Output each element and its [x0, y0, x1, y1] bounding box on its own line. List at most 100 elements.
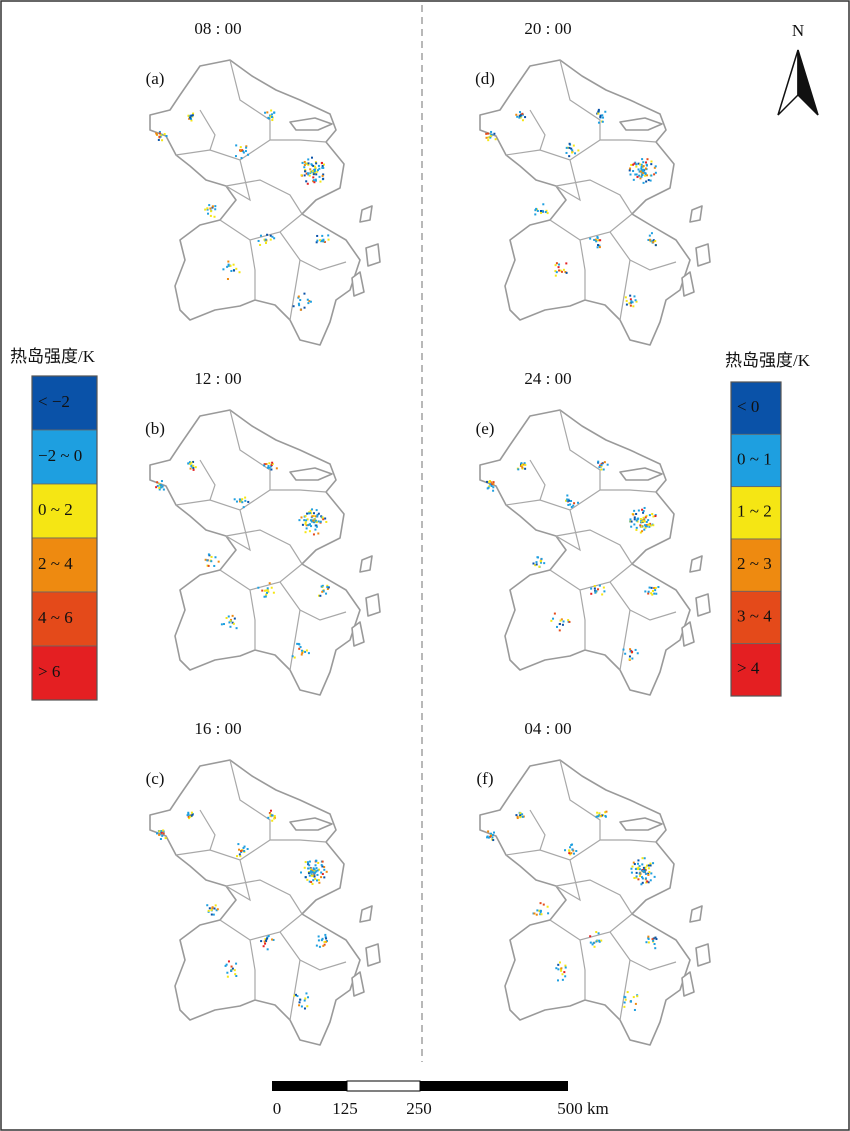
scale-bar: 0 125 250 500 km: [272, 1080, 609, 1118]
hotspot-pixel: [307, 158, 310, 161]
hotspot-pixel: [634, 868, 637, 871]
hotspot-pixel: [224, 964, 227, 967]
hotspot-pixel: [313, 169, 316, 172]
hotspot-pixel: [312, 176, 315, 179]
hotspot-pixel: [315, 944, 318, 947]
hotspot-pixel: [631, 163, 634, 166]
hotspot-pixel: [532, 562, 535, 565]
hotspot-pixel: [639, 874, 642, 877]
hotspot-pixel: [220, 623, 223, 626]
hotspot-pixel: [648, 586, 651, 589]
hotspot-pixel: [556, 625, 559, 628]
hotspot-pixel: [486, 480, 489, 483]
hotspot-pixel: [631, 865, 634, 868]
hotspot-pixel: [644, 866, 647, 869]
hotspot-pixel: [207, 212, 210, 215]
hotspot-pixel: [322, 163, 325, 166]
hotspot-pixel: [566, 499, 569, 502]
hotspot-pixel: [570, 844, 573, 847]
hotspot-pixel: [299, 299, 302, 302]
hotspot-pixel: [632, 178, 635, 181]
hotspot-pixel: [629, 173, 632, 176]
hotspot-pixel: [316, 515, 319, 518]
hotspot-pixel: [650, 592, 653, 595]
hotspot-pixel: [559, 619, 562, 622]
hotspot-pixel: [644, 172, 647, 175]
hotspot-pixel: [488, 480, 491, 483]
hotspot-pixel: [650, 586, 653, 589]
hotspot-pixel: [317, 935, 320, 938]
hotspot-pixel: [597, 460, 600, 463]
hotspot-pixel: [637, 162, 640, 165]
hotspot-pixel: [313, 868, 316, 871]
scale-segment: [346, 1080, 421, 1092]
hotspot-pixel: [315, 870, 318, 873]
hotspot-pixel: [158, 135, 161, 138]
hotspot-pixel: [158, 833, 161, 836]
hotspot-pixel: [597, 112, 600, 115]
hotspot-pixel: [493, 132, 496, 135]
hotspot-pixel: [216, 908, 219, 911]
hotspot-pixel: [241, 501, 244, 504]
hotspot-pixel: [314, 515, 317, 518]
hotspot-pixel: [653, 587, 656, 590]
hotspot-pixel: [524, 463, 527, 466]
hotspot-pixel: [519, 111, 522, 114]
hotspot-pixel: [485, 136, 488, 139]
hotspot-pixel: [222, 623, 225, 626]
north-arrow: N: [777, 21, 819, 116]
hotspot-pixel: [298, 647, 301, 650]
hotspot-pixel: [536, 909, 539, 912]
region-map: [479, 759, 711, 1046]
hotspot-pixel: [540, 913, 543, 916]
hotspot-pixel: [266, 233, 269, 236]
hotspot-pixel: [271, 463, 274, 466]
hotspot-pixel: [234, 155, 237, 158]
hotspot-pixel: [207, 553, 210, 556]
hotspot-pixel: [561, 623, 564, 626]
hotspot-pixel: [574, 152, 577, 155]
hotspot-pixel: [310, 880, 313, 883]
hotspot-pixel: [636, 175, 639, 178]
hotspot-pixel: [189, 116, 192, 119]
hotspot-pixel: [632, 513, 635, 516]
hotspot-pixel: [544, 211, 547, 214]
hotspot-pixel: [265, 593, 268, 596]
hotspot-pixel: [301, 523, 304, 526]
hotspot-pixel: [271, 115, 274, 118]
hotspot-pixel: [213, 907, 216, 910]
hotspot-pixel: [229, 620, 232, 623]
hotspot-pixel: [192, 468, 195, 471]
hotspot-pixel: [642, 181, 645, 184]
hotspot-pixel: [318, 868, 321, 871]
hotspot-pixel: [189, 467, 192, 470]
hotspot-pixel: [554, 274, 557, 277]
hotspot-pixel: [640, 171, 643, 174]
hotspot-pixel: [570, 852, 573, 855]
hotspot-pixel: [307, 163, 310, 166]
hotspot-pixel: [311, 170, 314, 173]
hotspot-pixel: [572, 504, 575, 507]
hotspot-pixel: [635, 519, 638, 522]
hotspot-pixel: [575, 850, 578, 853]
hotspot-pixel: [156, 481, 159, 484]
hotspot-pixel: [267, 466, 270, 469]
hotspot-pixel: [305, 524, 308, 527]
hotspot-pixel: [599, 114, 602, 117]
hotspot-pixel: [267, 816, 270, 819]
hotspot-pixel: [590, 592, 593, 595]
hotspot-pixel: [210, 555, 213, 558]
hotspot-pixel: [650, 174, 653, 177]
hotspot-pixel: [642, 511, 645, 514]
hotspot-pixel: [554, 270, 557, 273]
hotspot-pixel: [309, 867, 312, 870]
hotspot-pixel: [598, 812, 601, 815]
hotspot-pixel: [630, 163, 633, 166]
hotspot-pixel: [534, 209, 537, 212]
hotspot-pixel: [163, 133, 166, 136]
hotspot-pixel: [640, 525, 643, 528]
hotspot-pixel: [639, 518, 642, 521]
hotspot-pixel: [189, 117, 192, 120]
hotspot-pixel: [165, 135, 168, 138]
hotspot-pixel: [652, 939, 655, 942]
